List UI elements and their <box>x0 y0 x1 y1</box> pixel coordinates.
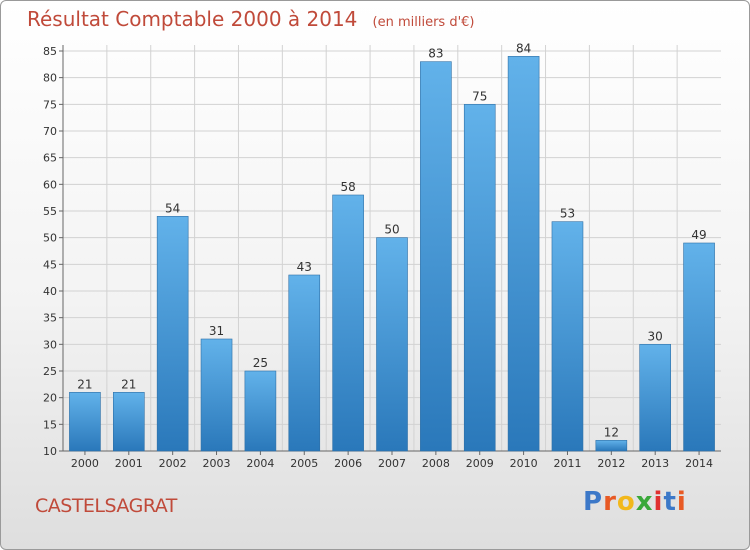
y-tick-label: 35 <box>43 312 57 325</box>
bar-2007 <box>376 237 408 452</box>
data-label: 31 <box>209 324 224 338</box>
y-tick-label: 60 <box>43 178 57 191</box>
y-tick-label: 40 <box>43 285 57 298</box>
y-tick-label: 30 <box>43 338 57 351</box>
y-tick-label: 10 <box>43 445 57 458</box>
proxiti-logo[interactable]: Proxiti <box>583 487 687 517</box>
data-label: 25 <box>253 356 268 370</box>
x-tick-label: 2009 <box>466 457 494 470</box>
bar-2011 <box>551 221 584 452</box>
data-label: 49 <box>691 228 706 242</box>
x-tick-label: 2001 <box>115 457 143 470</box>
y-tick-label: 55 <box>43 205 57 218</box>
logo-letter: t <box>663 487 677 517</box>
x-tick-label: 2003 <box>203 457 231 470</box>
logo-letter: o <box>616 487 636 517</box>
x-tick-label: 2002 <box>159 457 187 470</box>
chart-subtitle: (en milliers d'€) <box>372 15 475 30</box>
bar-2002 <box>156 216 189 452</box>
bar-2005 <box>288 274 321 452</box>
x-tick-label: 2013 <box>641 457 669 470</box>
bar-layer <box>69 56 715 452</box>
chart-title-block: Résultat Comptable 2000 à 2014 (en milli… <box>27 7 474 31</box>
x-tick-label: 2007 <box>378 457 406 470</box>
x-tick-label: 2006 <box>334 457 362 470</box>
bar-2001 <box>113 392 145 452</box>
x-tick-label: 2011 <box>553 457 581 470</box>
y-tick-label: 15 <box>43 418 57 431</box>
data-label: 21 <box>77 377 92 391</box>
x-tick-label: 2005 <box>290 457 318 470</box>
data-label: 43 <box>297 260 312 274</box>
bar-2006 <box>332 194 364 452</box>
y-tick-label: 75 <box>43 98 57 111</box>
chart-title: Résultat Comptable 2000 à 2014 <box>27 7 358 31</box>
y-tick-label: 20 <box>43 392 57 405</box>
logo-letter: r <box>603 487 617 517</box>
bar-2014 <box>683 242 715 452</box>
data-label: 53 <box>560 207 575 221</box>
bar-2000 <box>69 392 101 452</box>
data-label: 50 <box>384 223 399 237</box>
y-tick-label: 85 <box>43 45 57 58</box>
bar-2010 <box>507 56 540 452</box>
logo-letter: i <box>653 487 664 517</box>
x-tick-label: 2012 <box>597 457 625 470</box>
data-label: 58 <box>340 180 355 194</box>
bar-2003 <box>200 338 233 452</box>
bar-2004 <box>244 370 277 452</box>
x-tick-label: 2000 <box>71 457 99 470</box>
commune-name: CASTELSAGRAT <box>35 495 177 517</box>
bar-2009 <box>463 104 496 452</box>
x-tick-label: 2010 <box>510 457 538 470</box>
data-label: 84 <box>516 41 531 55</box>
y-tick-label: 45 <box>43 258 57 271</box>
y-tick-label: 50 <box>43 232 57 245</box>
data-label: 83 <box>428 47 443 61</box>
logo-letter: x <box>635 487 654 517</box>
data-label: 12 <box>604 425 619 439</box>
logo-letter: P <box>583 487 604 517</box>
bar-2008 <box>420 61 452 452</box>
bar-2012 <box>595 440 628 452</box>
logo-letter: i <box>676 487 687 517</box>
bar-2013 <box>639 344 672 452</box>
y-tick-label: 70 <box>43 125 57 138</box>
label-layer: 21 21 54 31 25 43 58 50 83 75 84 53 12 30 49 <box>77 41 706 439</box>
y-tick-label: 80 <box>43 72 57 85</box>
x-tick-label: 2004 <box>246 457 274 470</box>
y-tick-label: 25 <box>43 365 57 378</box>
x-tick-label: 2014 <box>685 457 713 470</box>
y-tick-label: 65 <box>43 152 57 165</box>
data-label: 30 <box>648 329 663 343</box>
data-label: 75 <box>472 89 487 103</box>
data-label: 54 <box>165 201 180 215</box>
data-label: 21 <box>121 377 136 391</box>
axis-layer: 10 15 20 25 30 35 40 45 50 55 60 65 70 75 80 85 2000 2001… <box>43 45 721 470</box>
x-tick-label: 2008 <box>422 457 450 470</box>
